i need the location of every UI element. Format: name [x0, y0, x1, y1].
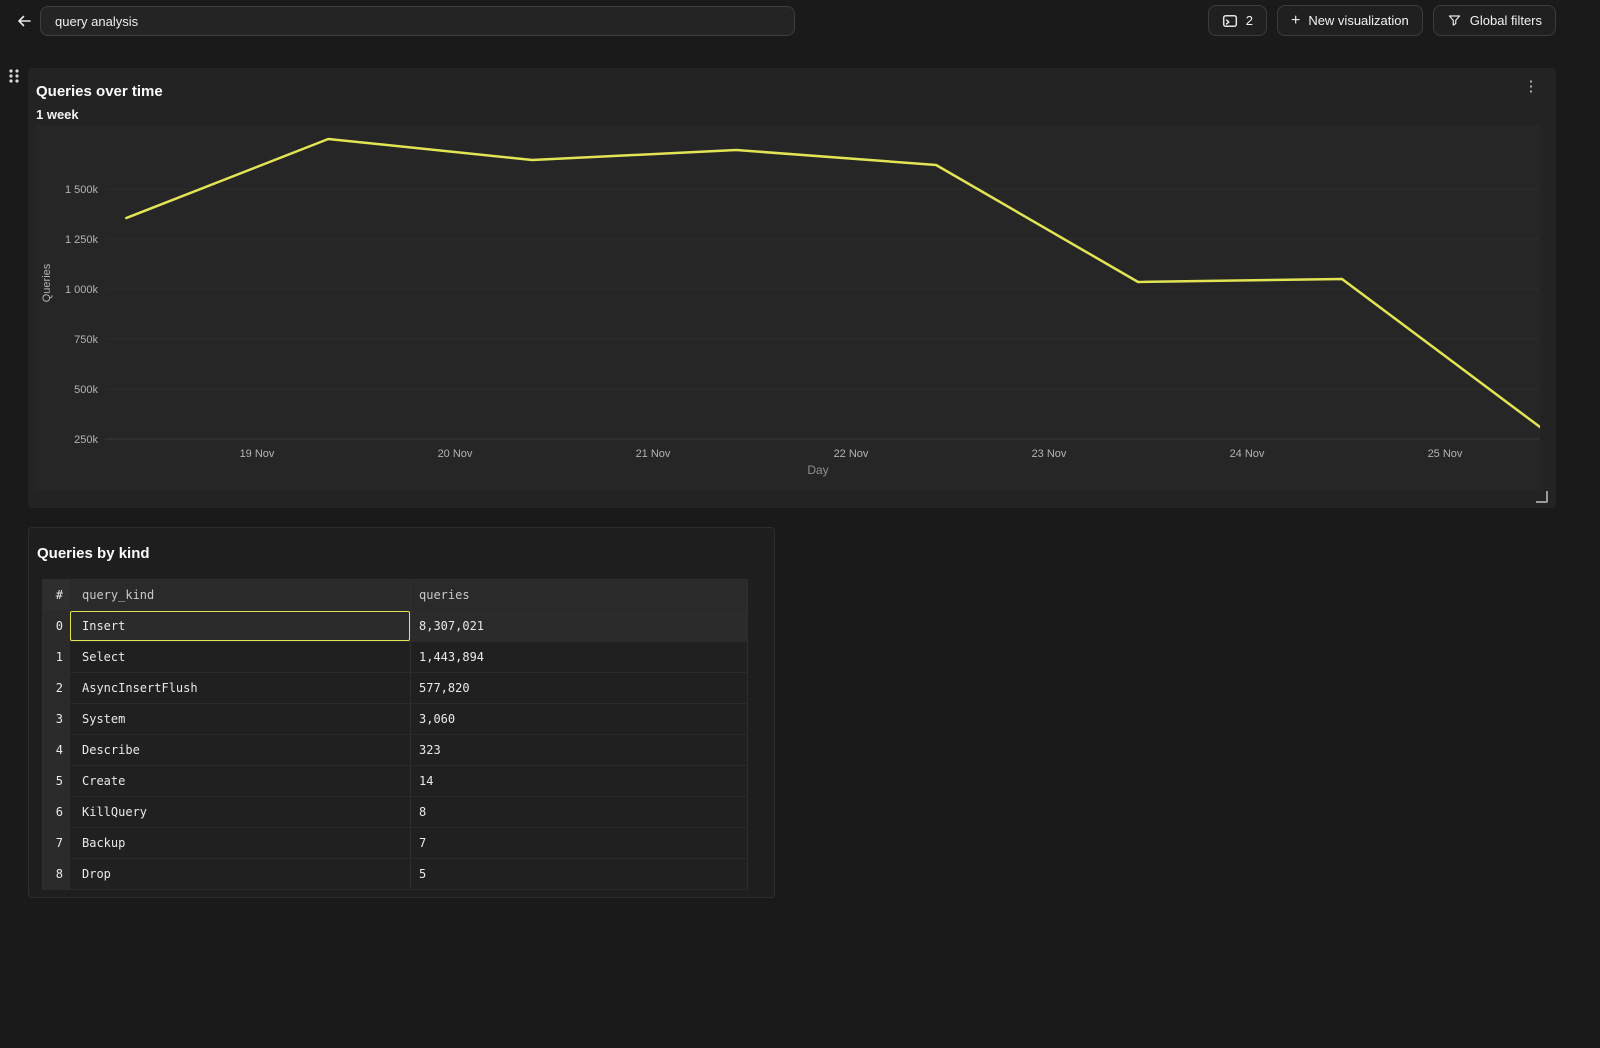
cell-queries[interactable]: 14	[410, 766, 747, 796]
cell-index: 1	[43, 642, 70, 672]
back-arrow-icon	[15, 12, 33, 33]
chart-subtitle: 1 week	[36, 107, 79, 122]
cell-query-kind[interactable]: Backup	[82, 836, 126, 850]
x-axis-title: Day	[807, 463, 828, 477]
new-visualization-label: New visualization	[1308, 13, 1409, 28]
x-tick-label: 25 Nov	[1428, 448, 1463, 460]
dashboard-title-input[interactable]	[40, 6, 795, 36]
cell-query-kind[interactable]: Describe	[82, 743, 140, 757]
global-filters-button[interactable]: Global filters	[1432, 5, 1556, 36]
x-tick-label: 20 Nov	[438, 448, 473, 460]
table-panel: Queries by kind # query_kind queries 0 Inser…	[28, 527, 775, 898]
panel-resize-handle[interactable]	[1536, 491, 1548, 503]
x-tick-label: 22 Nov	[834, 448, 869, 460]
cell-query-kind[interactable]: Create	[82, 774, 126, 788]
x-tick-label: 24 Nov	[1230, 448, 1265, 460]
panel-drag-handle-icon[interactable]	[7, 67, 21, 85]
y-tick-label: 1 250k	[65, 234, 99, 246]
y-axis-title: Queries	[41, 263, 53, 302]
table-row: 3 System 3,060	[43, 704, 747, 735]
table-row: 8 Drop 5	[43, 859, 747, 890]
queries-by-kind-table: # query_kind queries 0 Insert 8,307,021 1 Selec…	[42, 579, 748, 890]
y-tick-label: 250k	[74, 434, 98, 446]
y-tick-label: 1 500k	[65, 184, 99, 196]
queries-line-chart: 1 500k 1 250k 1 000k 750k 500k 250k 19 Nov 20 N…	[41, 137, 1540, 477]
line-chart-plot: 1 500k 1 250k 1 000k 750k 500k 250k 19 Nov 20 N…	[36, 125, 1540, 490]
plus-icon: +	[1290, 11, 1301, 29]
header-index: #	[43, 580, 70, 610]
cell-index: 4	[43, 735, 70, 765]
chart-panel: Queries over time 1 week ⋮ 1 500k 1 250k 1…	[28, 68, 1556, 508]
table-header: # query_kind queries	[43, 580, 747, 611]
panel-count: 2	[1245, 13, 1253, 28]
cell-query-kind[interactable]: System	[82, 712, 126, 726]
cell-queries[interactable]: 5	[410, 859, 747, 889]
x-tick-label: 19 Nov	[240, 448, 275, 460]
cell-index: 5	[43, 766, 70, 796]
table-row: 4 Describe 323	[43, 735, 747, 766]
chart-title: Queries over time	[36, 83, 163, 100]
cell-queries[interactable]: 1,443,894	[410, 642, 747, 672]
cell-index: 0	[43, 611, 70, 641]
panel-menu-kebab-icon[interactable]: ⋮	[1520, 76, 1542, 98]
cell-query-kind[interactable]: AsyncInsertFlush	[82, 681, 198, 695]
topbar: 2 + New visualization Global filters	[0, 0, 1600, 42]
console-icon	[1222, 13, 1238, 29]
x-tick-label: 23 Nov	[1032, 448, 1067, 460]
cell-index: 6	[43, 797, 70, 827]
cell-queries[interactable]: 7	[410, 828, 747, 858]
cell-queries[interactable]: 323	[410, 735, 747, 765]
cell-query-kind[interactable]: Drop	[82, 867, 111, 881]
cell-queries[interactable]: 8,307,021	[410, 611, 747, 641]
table-row: 0 Insert 8,307,021	[43, 611, 747, 642]
cell-index: 7	[43, 828, 70, 858]
table-row: 5 Create 14	[43, 766, 747, 797]
y-tick-label: 500k	[74, 384, 98, 396]
table-row: 6 KillQuery 8	[43, 797, 747, 828]
cell-queries[interactable]: 577,820	[410, 673, 747, 703]
x-tick-label: 21 Nov	[636, 448, 671, 460]
table-row: 2 AsyncInsertFlush 577,820	[43, 673, 747, 704]
cell-queries[interactable]: 8	[410, 797, 747, 827]
header-query-kind: query_kind	[70, 580, 410, 610]
filter-funnel-icon	[1447, 13, 1462, 28]
cell-index: 8	[43, 859, 70, 889]
table-row: 1 Select 1,443,894	[43, 642, 747, 673]
y-tick-label: 1 000k	[65, 284, 99, 296]
table-title: Queries by kind	[37, 545, 150, 562]
new-visualization-button[interactable]: + New visualization	[1276, 5, 1423, 36]
console-panels-button[interactable]: 2	[1207, 5, 1267, 36]
cell-index: 3	[43, 704, 70, 734]
y-tick-label: 750k	[74, 334, 98, 346]
header-queries: queries	[410, 580, 747, 610]
selected-cell-query-kind[interactable]: Insert	[70, 611, 410, 641]
topbar-actions: 2 + New visualization Global filters	[1207, 5, 1556, 36]
cell-query-kind[interactable]: KillQuery	[82, 805, 148, 819]
global-filters-label: Global filters	[1469, 13, 1542, 28]
table-row: 7 Backup 7	[43, 828, 747, 859]
series-line	[125, 137, 1540, 429]
cell-query-kind[interactable]: Select	[82, 650, 126, 664]
cell-index: 2	[43, 673, 70, 703]
cell-queries[interactable]: 3,060	[410, 704, 747, 734]
back-button[interactable]	[10, 8, 38, 36]
